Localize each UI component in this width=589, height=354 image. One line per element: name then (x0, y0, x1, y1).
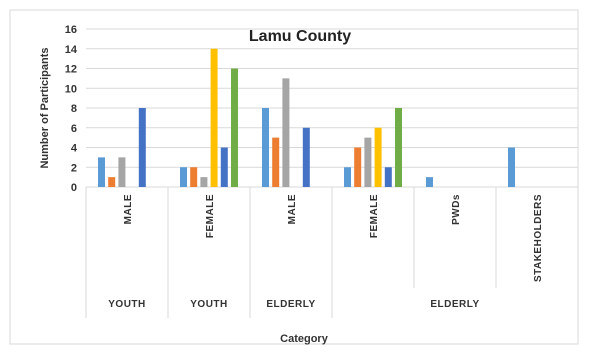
bar (354, 147, 362, 187)
bar (108, 177, 116, 187)
chart-title: Lamu County (249, 28, 351, 45)
bar (364, 137, 372, 187)
chart-border (9, 9, 579, 345)
y-tick-label: 6 (71, 123, 77, 135)
bar (272, 137, 280, 187)
bar (118, 157, 126, 187)
category-label: STAKEHOLDERS (533, 194, 544, 282)
group-label: ELDERLY (430, 299, 479, 310)
y-tick-labels: 0 2 4 6 8 10 12 14 16 (65, 24, 78, 194)
y-tick-label: 14 (65, 44, 78, 56)
category-label: FEMALE (205, 194, 216, 238)
category-labels: MALE FEMALE MALE FEMALE PWDs STAKEHOLDERS (123, 194, 544, 282)
y-axis-title: Number of Participants (39, 47, 51, 168)
bar (180, 167, 187, 187)
bar (374, 127, 382, 187)
x-axis-title: Category (280, 333, 329, 345)
category-label: MALE (287, 194, 298, 224)
y-tick-label: 0 (71, 182, 77, 194)
y-tick-label: 16 (65, 24, 77, 36)
bar (98, 157, 105, 187)
y-tick-label: 2 (71, 162, 77, 174)
y-tick-label: 12 (65, 64, 77, 76)
y-tick-label: 4 (71, 143, 78, 155)
group-label: ELDERLY (266, 299, 315, 310)
bar (231, 68, 238, 187)
bar (395, 108, 402, 187)
bars (98, 48, 515, 187)
bar (210, 48, 218, 187)
category-label: MALE (123, 194, 134, 224)
category-label: PWDs (451, 194, 462, 225)
bar (138, 108, 146, 187)
bar (426, 177, 433, 187)
group-label: YOUTH (190, 299, 228, 310)
bar (190, 167, 198, 187)
bar (302, 127, 310, 187)
gridlines (85, 28, 579, 318)
bar (282, 78, 290, 187)
bar (344, 167, 351, 187)
y-tick-label: 8 (71, 103, 77, 115)
category-label: FEMALE (369, 194, 380, 238)
bar (508, 147, 515, 187)
y-tick-label: 10 (65, 83, 77, 95)
bar (200, 177, 208, 187)
bar (262, 108, 269, 187)
bar (384, 167, 392, 187)
bar (220, 147, 228, 187)
group-label: YOUTH (108, 299, 146, 310)
group-labels: YOUTH YOUTH ELDERLY ELDERLY (108, 299, 479, 310)
